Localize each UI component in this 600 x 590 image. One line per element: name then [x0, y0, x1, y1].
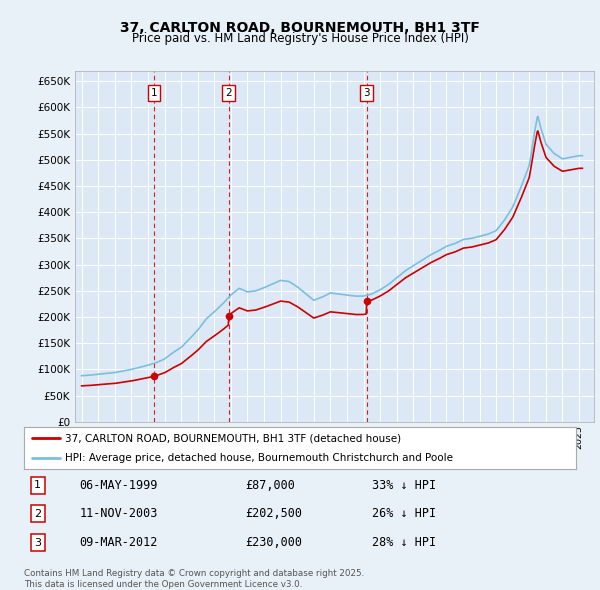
Text: £87,000: £87,000 [245, 478, 295, 491]
Text: 3: 3 [34, 537, 41, 548]
Text: 09-MAR-2012: 09-MAR-2012 [79, 536, 158, 549]
Text: £230,000: £230,000 [245, 536, 302, 549]
Text: 3: 3 [363, 88, 370, 98]
Text: 1: 1 [151, 88, 157, 98]
Text: 2: 2 [34, 509, 41, 519]
Text: 1: 1 [34, 480, 41, 490]
Text: HPI: Average price, detached house, Bournemouth Christchurch and Poole: HPI: Average price, detached house, Bour… [65, 454, 454, 463]
Text: 06-MAY-1999: 06-MAY-1999 [79, 478, 158, 491]
Text: 11-NOV-2003: 11-NOV-2003 [79, 507, 158, 520]
Text: 33% ↓ HPI: 33% ↓ HPI [372, 478, 436, 491]
Text: 37, CARLTON ROAD, BOURNEMOUTH, BH1 3TF: 37, CARLTON ROAD, BOURNEMOUTH, BH1 3TF [120, 21, 480, 35]
Text: £202,500: £202,500 [245, 507, 302, 520]
Text: 26% ↓ HPI: 26% ↓ HPI [372, 507, 436, 520]
Text: 2: 2 [225, 88, 232, 98]
Text: Price paid vs. HM Land Registry's House Price Index (HPI): Price paid vs. HM Land Registry's House … [131, 32, 469, 45]
Text: 37, CARLTON ROAD, BOURNEMOUTH, BH1 3TF (detached house): 37, CARLTON ROAD, BOURNEMOUTH, BH1 3TF (… [65, 434, 401, 444]
Text: Contains HM Land Registry data © Crown copyright and database right 2025.
This d: Contains HM Land Registry data © Crown c… [24, 569, 364, 589]
Text: 28% ↓ HPI: 28% ↓ HPI [372, 536, 436, 549]
